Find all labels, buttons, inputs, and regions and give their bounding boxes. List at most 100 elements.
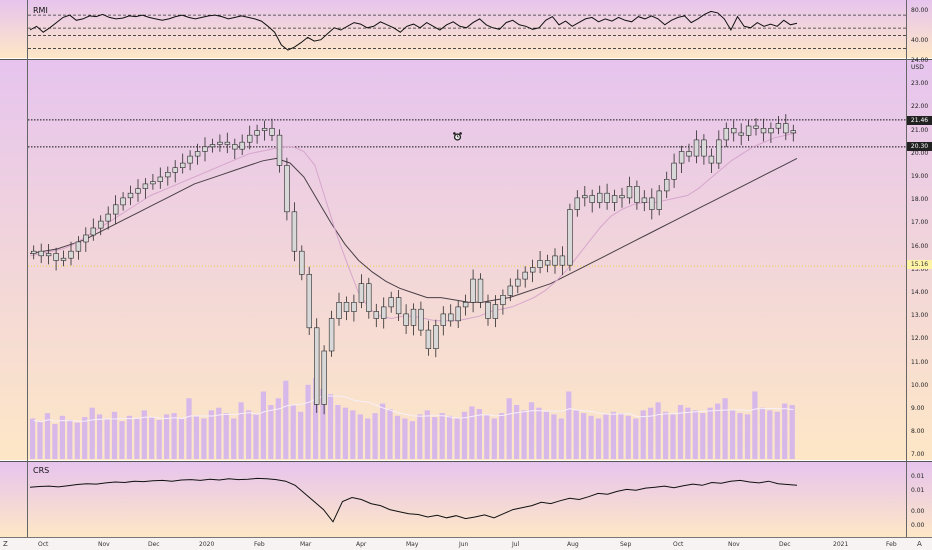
time-axis-month-label: Aug — [567, 541, 579, 548]
candle-body — [60, 257, 67, 261]
candle-body — [768, 128, 774, 134]
candle-body — [291, 211, 298, 252]
time-axis[interactable]: Z A Oct Nov Dec 2020 Feb Mar Apr May Jun Jul Aug Se… — [0, 537, 932, 550]
candle-body — [649, 197, 655, 210]
candle-body — [440, 313, 446, 326]
volume-bar — [342, 407, 348, 459]
candle-body — [596, 192, 603, 203]
volume-bar — [461, 411, 468, 460]
price-axis-border — [906, 0, 907, 550]
volume-bar — [581, 413, 587, 459]
price-tick-label: 8.00 — [911, 428, 925, 436]
candle-body — [559, 255, 566, 266]
volume-bar — [491, 418, 497, 459]
candle-body — [626, 186, 633, 199]
time-axis-month-label: Mar — [300, 541, 312, 548]
candle-body — [686, 151, 692, 157]
z-button[interactable]: Z — [3, 540, 8, 548]
candle-body — [552, 255, 558, 266]
candle-body — [113, 204, 119, 215]
volume-bar — [737, 413, 743, 459]
volume-bar — [417, 414, 423, 459]
candle-body — [45, 253, 52, 257]
candle-body — [760, 128, 767, 134]
crs-pane[interactable] — [0, 462, 932, 537]
volume-bar — [439, 413, 445, 459]
candle-body — [492, 304, 499, 319]
candle-body — [83, 234, 89, 243]
volume-bar — [588, 415, 594, 459]
candle-body — [202, 146, 208, 152]
candle-body — [142, 183, 149, 189]
volume-bar — [715, 403, 721, 459]
candle-body — [708, 155, 715, 164]
candle-body — [448, 313, 454, 322]
volume-bar — [327, 394, 334, 459]
candle-body — [574, 197, 581, 210]
price-tick-label: 17.00 — [911, 219, 929, 227]
candle-body — [738, 132, 744, 136]
volume-bar — [447, 415, 453, 459]
rmi-line — [29, 10, 798, 51]
price-tick-label: 19.00 — [911, 172, 929, 180]
volume-bar — [648, 407, 654, 459]
price-line-label-low: 15.16 — [907, 260, 932, 269]
candle-body — [127, 192, 134, 199]
volume-bar — [752, 391, 758, 459]
candle-body — [358, 283, 365, 303]
volume-bar — [223, 413, 229, 459]
pane-separator-top[interactable] — [0, 59, 932, 60]
candle-body — [537, 260, 543, 268]
volume-average-line — [33, 395, 794, 423]
volume-bar — [424, 410, 430, 459]
price-tick-label: 11.00 — [911, 358, 929, 366]
pane-separator-bottom[interactable] — [0, 461, 932, 462]
volume-bar — [372, 413, 378, 459]
volume-bar — [357, 414, 363, 459]
price-tick-label: 18.00 — [911, 196, 929, 204]
time-axis-month-label: Oct — [38, 541, 49, 548]
volume-bar — [543, 411, 549, 460]
volume-bar — [722, 398, 728, 460]
candle-body — [500, 294, 506, 305]
volume-bar — [521, 410, 527, 459]
volume-bar — [268, 405, 274, 459]
volume-bar — [208, 410, 214, 459]
alarm-clock-icon[interactable] — [452, 127, 463, 141]
candle-body — [150, 181, 156, 185]
volume-bar — [387, 409, 393, 460]
volume-bar — [536, 407, 542, 459]
a-button[interactable]: A — [917, 540, 922, 548]
volume-bar — [290, 405, 296, 459]
candle-body — [299, 250, 305, 275]
volume-bar — [744, 414, 751, 459]
candle-body — [544, 260, 551, 266]
candle-body — [120, 197, 126, 206]
volume-bar — [201, 418, 207, 459]
volume-bar — [97, 414, 103, 459]
volume-bar — [476, 409, 482, 460]
candle-body — [90, 227, 97, 236]
volume-bar — [454, 418, 460, 459]
candle-body — [775, 123, 782, 129]
volume-bar — [573, 410, 579, 459]
price-tick-label: 12.00 — [911, 335, 929, 343]
volume-bar — [44, 413, 51, 459]
volume-bar — [104, 418, 110, 459]
rmi-title: RMI — [33, 6, 48, 15]
candle-body — [232, 144, 238, 150]
candle-body — [254, 130, 260, 136]
volume-bar — [707, 407, 713, 459]
candle-body — [462, 301, 469, 308]
candle-body — [135, 188, 141, 194]
candle-body — [187, 155, 193, 164]
price-tick-label: 9.00 — [911, 404, 925, 412]
candle-body — [247, 134, 253, 143]
candle-body — [351, 301, 357, 312]
volume-bar — [655, 402, 661, 459]
candle-body — [701, 139, 707, 157]
volume-bar — [789, 405, 795, 459]
volume-bar — [275, 398, 281, 460]
candle-body — [641, 197, 648, 203]
candle-body — [656, 190, 663, 210]
